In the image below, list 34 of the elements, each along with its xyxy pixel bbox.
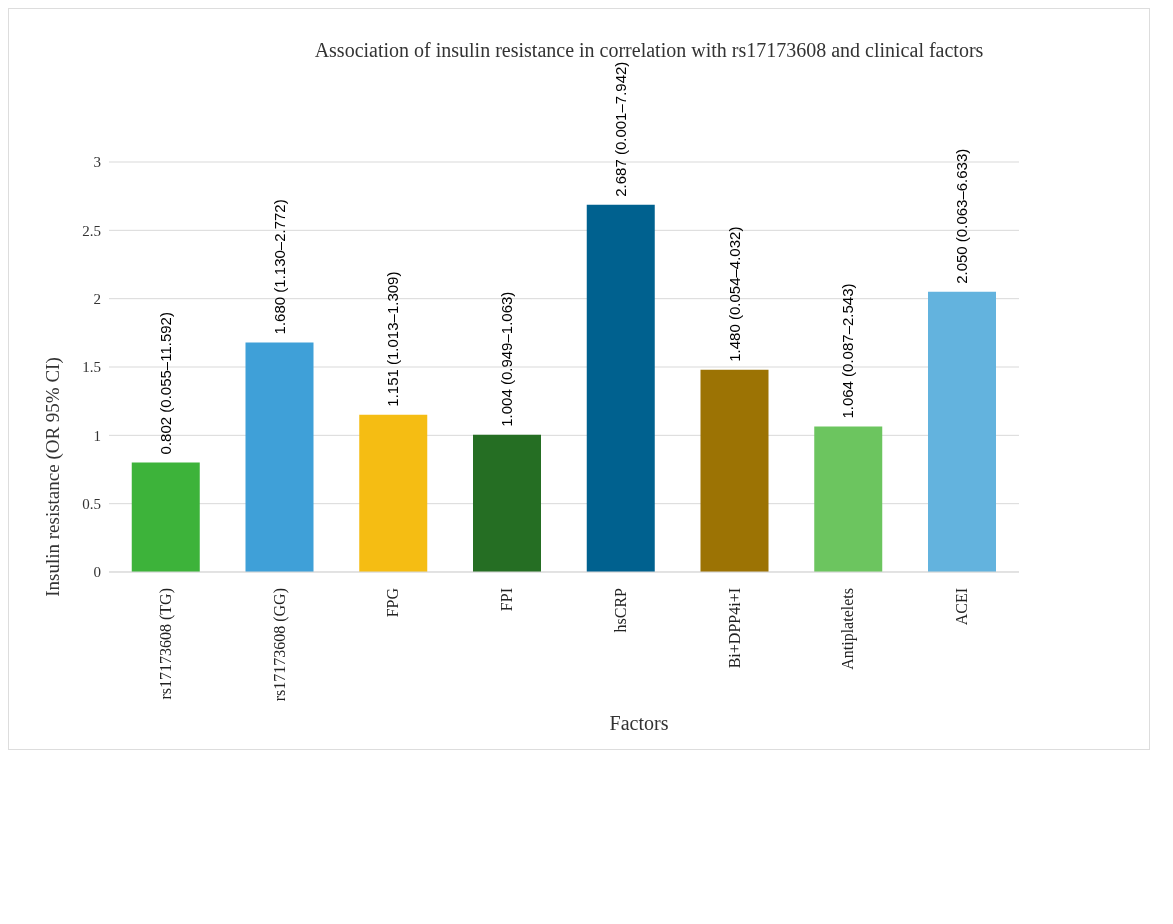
y-axis-title: Insulin resistance (OR 95% CI) [41, 357, 64, 597]
data-label: 0.802 (0.055–11.592) [156, 312, 174, 455]
y-tick-label: 3 [93, 154, 101, 171]
data-label: 1.151 (1.013–1.309) [384, 271, 402, 407]
x-tick-label: FPG [384, 587, 402, 618]
bar [700, 369, 769, 572]
x-tick-label: FPI [498, 588, 516, 612]
x-tick-label: Antiplatelets [839, 588, 858, 670]
bar [359, 414, 428, 572]
y-tick-label: 1 [93, 427, 101, 444]
x-tick-label: hsCRP [611, 587, 629, 633]
data-label: 2.050 (0.063–6.633) [953, 148, 970, 284]
x-axis-title: Factors [608, 712, 670, 735]
bar [131, 462, 200, 572]
y-tick-label: 2 [93, 290, 101, 307]
y-tick-label: 0 [93, 564, 101, 581]
y-tick-label: 2.5 [82, 222, 101, 239]
bar [814, 426, 883, 572]
x-tick-label: rs17173608 (TG) [156, 588, 175, 700]
bar [928, 291, 996, 572]
y-tick-label: 1.5 [82, 359, 101, 376]
x-tick-label: Bi+DPP4i+I [725, 588, 743, 669]
data-label: 1.480 (0.054–4.032) [725, 226, 743, 362]
y-tick-label: 0.5 [82, 495, 101, 512]
data-label: 1.064 (0.087–2.543) [839, 283, 857, 419]
bar [245, 342, 314, 572]
x-tick-label: rs17173608 (GG) [270, 588, 289, 702]
bar [473, 434, 541, 572]
data-label: 2.687 (0.001–7.942) [611, 61, 629, 197]
bar [586, 204, 655, 572]
data-label: 1.004 (0.949–1.063) [498, 291, 515, 427]
x-tick-label: ACEI [953, 588, 971, 626]
chart-title: Association of insulin resistance in correlation with rs17173608 and clinical factors [313, 39, 985, 62]
data-label: 1.680 (1.130–2.772) [270, 199, 288, 335]
